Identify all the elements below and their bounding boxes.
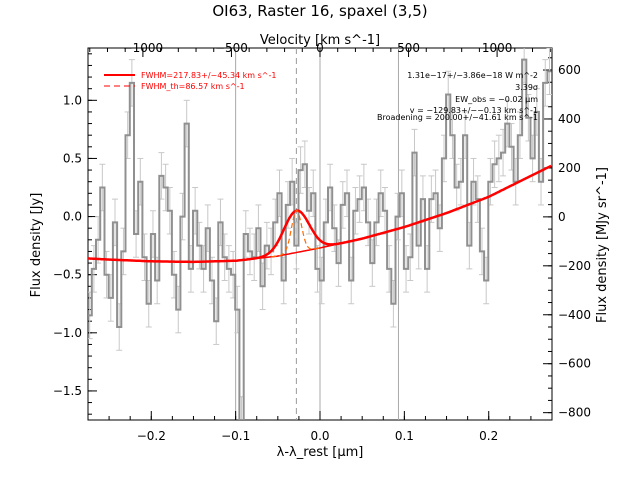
thermal-width-curve (271, 209, 322, 258)
top-axis-label: Velocity [km s^-1] (260, 33, 380, 48)
annotation-broadening: Broadening = 200.00+/−41.61 km s^-1 (377, 113, 538, 122)
top-tick-label: 500 (397, 41, 420, 55)
x-tick-label: −0.2 (137, 429, 166, 443)
right-tick-label: −600 (558, 357, 591, 371)
right-tick-label: −800 (558, 406, 591, 420)
right-tick-label: −200 (558, 259, 591, 273)
annotation-significance: 3.39σ (515, 83, 538, 92)
y-tick-label: −1.5 (53, 384, 82, 398)
right-tick-label: 400 (558, 112, 581, 126)
y-axis-label-left: Flux density [Jy] (29, 193, 44, 298)
x-tick-label: 0.2 (479, 429, 498, 443)
x-tick-label: 0.1 (395, 429, 414, 443)
text-layer: OI63, Raster 16, spaxel (3,5) Velocity [… (29, 2, 610, 460)
x-tick-label: −0.1 (221, 429, 250, 443)
annotation-equivalent-width: EW_obs = −0.02 μm (455, 95, 538, 104)
y-tick-label: −0.5 (53, 268, 82, 282)
y-tick-label: −1.0 (53, 326, 82, 340)
legend-label-fwhm-th: FWHM_th=86.57 km s^-1 (141, 82, 245, 91)
y-tick-label: 0.0 (63, 210, 82, 224)
chart-title: OI63, Raster 16, spaxel (3,5) (212, 2, 427, 20)
x-axis-label: λ-λ_rest [μm] (277, 445, 364, 460)
legend-label-fwhm: FWHM=217.83+/−45.34 km s^-1 (141, 71, 277, 80)
gaussian-fit-curve (88, 164, 552, 264)
fit-annotations: 1.31e−17+/−3.86e−18 W m^-2 3.39σ EW_obs … (377, 71, 538, 122)
fit-layer (88, 164, 552, 264)
axes-layer: −0.2 −0.1 0.0 0.1 0.2 −1000 −500 0 500 1000 1.0 0.5… (53, 41, 591, 443)
annotation-line-flux: 1.31e−17+/−3.86e−18 W m^-2 (407, 71, 538, 80)
baseline-fit-curve (88, 165, 551, 263)
x-tick-label: 0.0 (310, 429, 329, 443)
y-tick-label: 0.5 (63, 151, 82, 165)
right-tick-label: 600 (558, 63, 581, 77)
top-tick-label: −1000 (123, 41, 164, 55)
right-tick-label: 200 (558, 161, 581, 175)
legend: FWHM=217.83+/−45.34 km s^-1 FWHM_th=86.5… (104, 71, 277, 91)
top-tick-label: −500 (215, 41, 248, 55)
right-tick-label: 0 (558, 210, 566, 224)
y-tick-label: 1.0 (63, 93, 82, 107)
top-tick-label: 1000 (482, 41, 513, 55)
right-tick-label: −400 (558, 308, 591, 322)
spectrum-histogram (88, 58, 552, 420)
top-tick-label: 0 (316, 41, 324, 55)
data-layer (88, 48, 552, 420)
y-axis-label-right: Flux density [MJy sr^-1] (595, 167, 610, 323)
annotation-velocity: v = −129.83+/−−0.13 km s^-1 (410, 106, 538, 115)
